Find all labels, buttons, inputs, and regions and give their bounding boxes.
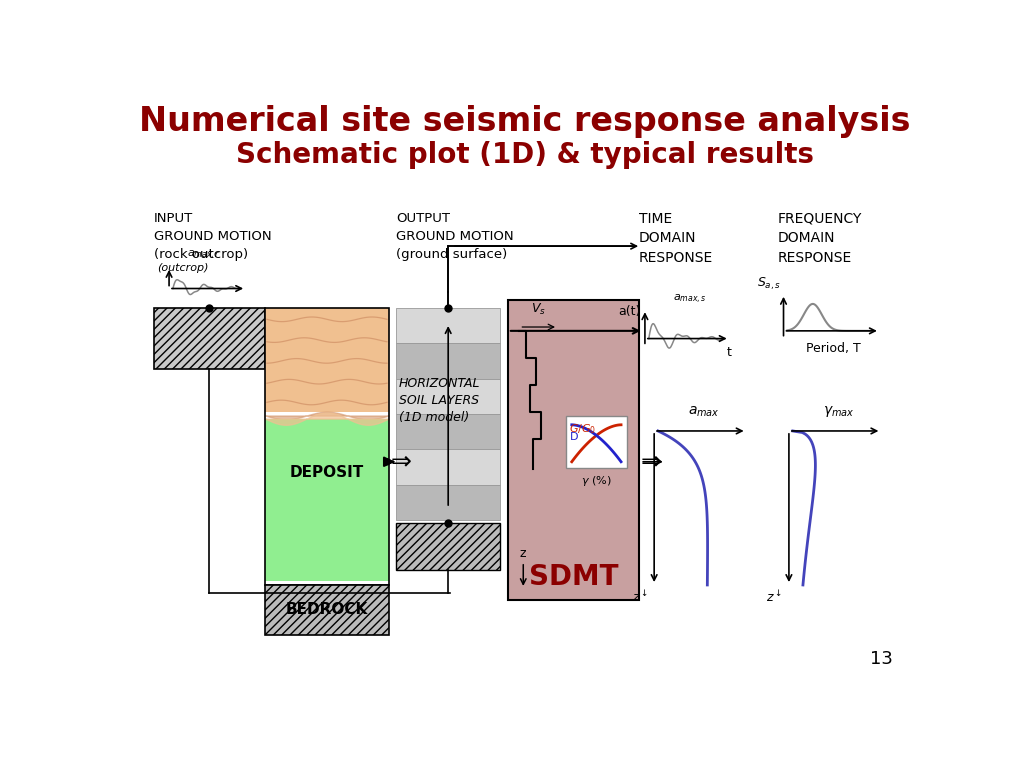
Text: $a_{max}$: $a_{max}$ — [688, 405, 720, 419]
Text: $\gamma_{max}$: $\gamma_{max}$ — [823, 405, 855, 419]
Text: $a_{max,s}$: $a_{max,s}$ — [673, 293, 707, 306]
Text: BEDROCK: BEDROCK — [286, 602, 368, 617]
Text: $G/G_0$: $G/G_0$ — [569, 422, 597, 435]
Bar — [265, 419, 388, 581]
Text: D: D — [569, 432, 578, 442]
Text: $z^{\downarrow}$: $z^{\downarrow}$ — [766, 589, 782, 604]
Bar — [396, 414, 500, 449]
Text: ⇒: ⇒ — [391, 450, 412, 474]
Bar — [396, 485, 500, 520]
Text: INPUT
GROUND MOTION
(rock outcrop): INPUT GROUND MOTION (rock outcrop) — [154, 211, 271, 260]
Text: HORIZONTAL
SOIL LAYERS
(1D model): HORIZONTAL SOIL LAYERS (1D model) — [398, 376, 480, 424]
Text: $\gamma$ (%): $\gamma$ (%) — [582, 474, 611, 488]
Text: OUTPUT
GROUND MOTION
(ground surface): OUTPUT GROUND MOTION (ground surface) — [396, 211, 514, 260]
Text: Numerical site seismic response analysis: Numerical site seismic response analysis — [139, 105, 910, 138]
Bar — [265, 585, 388, 635]
Text: (outcrop): (outcrop) — [157, 263, 208, 273]
Bar — [508, 300, 639, 601]
Text: a(t): a(t) — [618, 305, 641, 318]
Text: z: z — [519, 548, 526, 561]
Bar — [565, 415, 628, 468]
Text: $a_{max,r}$: $a_{max,r}$ — [187, 249, 220, 262]
Text: Period, T: Period, T — [806, 343, 861, 356]
Bar — [396, 343, 500, 379]
Text: $z^{\downarrow}$: $z^{\downarrow}$ — [632, 589, 648, 604]
Bar — [265, 308, 388, 585]
Bar — [265, 308, 388, 412]
Text: SDMT: SDMT — [528, 563, 618, 591]
Text: t: t — [727, 346, 732, 359]
Text: $V_s$: $V_s$ — [531, 302, 546, 317]
Text: $S_{a,s}$: $S_{a,s}$ — [757, 276, 781, 293]
Bar — [396, 308, 500, 343]
Text: FREQUENCY
DOMAIN
RESPONSE: FREQUENCY DOMAIN RESPONSE — [777, 211, 862, 264]
Text: ⇒: ⇒ — [641, 450, 663, 474]
Text: TIME
DOMAIN
RESPONSE: TIME DOMAIN RESPONSE — [639, 211, 713, 264]
Bar — [396, 523, 500, 570]
Text: 13: 13 — [870, 650, 893, 668]
Bar — [154, 308, 265, 369]
Text: Schematic plot (1D) & typical results: Schematic plot (1D) & typical results — [236, 141, 814, 169]
Bar — [396, 379, 500, 414]
Text: DEPOSIT: DEPOSIT — [290, 465, 365, 480]
Bar — [396, 449, 500, 485]
